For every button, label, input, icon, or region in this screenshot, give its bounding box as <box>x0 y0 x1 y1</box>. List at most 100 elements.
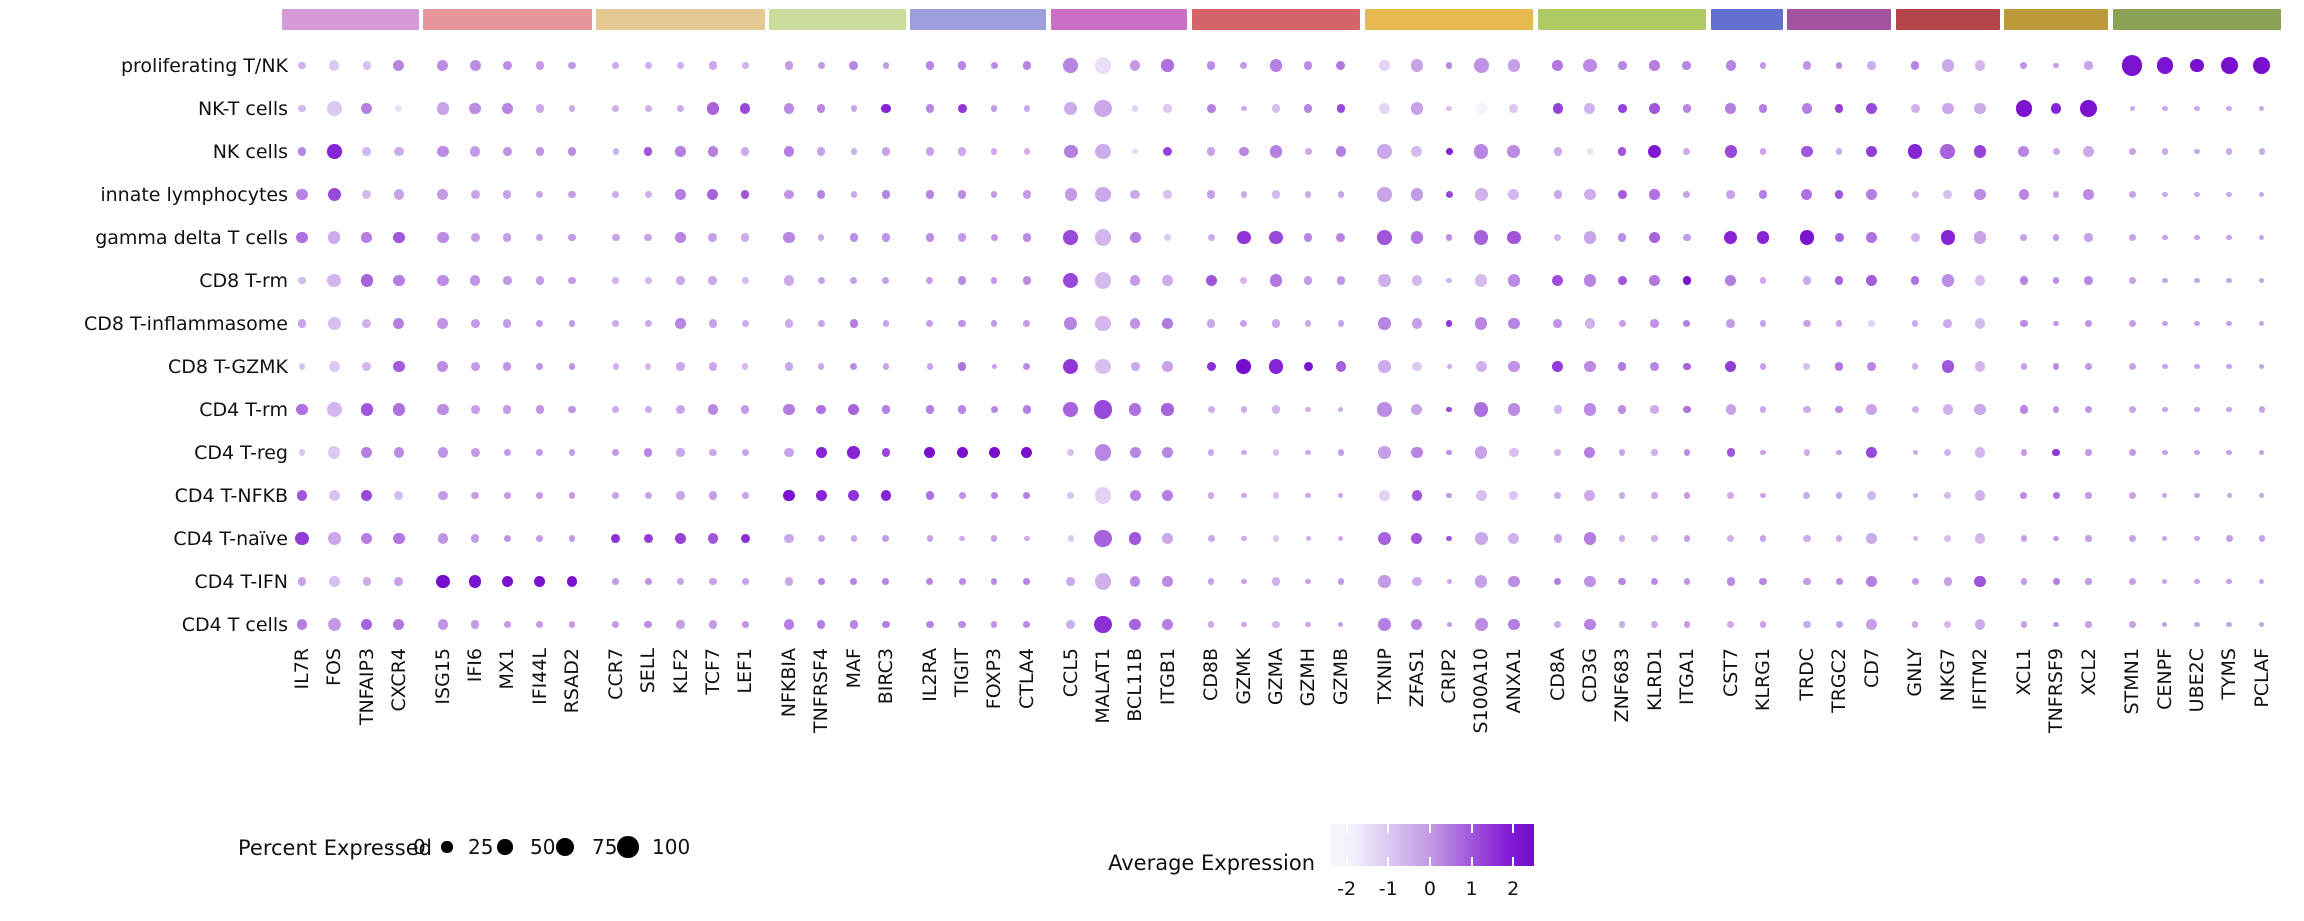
expression-dot <box>1411 490 1423 501</box>
expression-dot <box>361 102 373 115</box>
expression-dot <box>1683 492 1690 499</box>
expression-dot <box>2258 492 2265 499</box>
expression-dot <box>1129 618 1142 631</box>
expression-dot <box>1094 573 1112 590</box>
expression-dot <box>1759 148 1767 155</box>
expression-dot <box>2084 61 2093 70</box>
expression-dot <box>1305 191 1312 198</box>
expression-dot <box>393 317 405 330</box>
expression-dot <box>2226 363 2233 370</box>
expression-dot <box>470 190 480 199</box>
expression-dot <box>1619 535 1626 542</box>
expression-dot <box>1022 61 1031 70</box>
expression-dot <box>1206 104 1216 113</box>
expression-dot <box>2226 621 2233 628</box>
expression-dot <box>881 190 890 199</box>
gene-label: CD8B <box>1200 648 1223 702</box>
expression-dot <box>1162 318 1173 329</box>
expression-dot <box>707 188 719 201</box>
expression-dot <box>1062 272 1079 289</box>
expression-dot <box>1410 102 1423 115</box>
expression-dot <box>1129 403 1142 416</box>
expression-dot <box>568 535 576 542</box>
expression-dot <box>1647 144 1662 159</box>
expression-dot <box>1336 276 1345 285</box>
expression-dot <box>1023 621 1031 628</box>
expression-dot <box>1446 105 1452 112</box>
expression-dot <box>1377 402 1392 417</box>
expression-dot <box>676 448 685 457</box>
cell-type-label: CD4 T-IFN <box>194 570 289 593</box>
expression-dot <box>536 449 544 456</box>
expression-dot <box>1507 403 1520 416</box>
expression-dot <box>1582 58 1597 73</box>
expression-dot <box>708 276 718 285</box>
expression-dot <box>991 191 998 198</box>
percent-legend-dot <box>617 836 639 858</box>
expression-dot <box>298 449 306 456</box>
gene-label: TRGC2 <box>1828 648 1851 713</box>
expression-dot <box>882 363 889 370</box>
expression-dot <box>1207 234 1215 241</box>
expression-dot <box>1022 405 1031 414</box>
expression-dot <box>1683 535 1690 542</box>
expression-dot <box>1445 148 1453 155</box>
expression-dot <box>394 146 404 157</box>
expression-dot <box>2020 492 2028 499</box>
expression-dot <box>1724 230 1738 244</box>
cell-type-label: CD4 T-rm <box>199 398 288 421</box>
expression-dot <box>1683 191 1691 198</box>
expression-dot <box>436 231 449 244</box>
gene-label: FOS <box>323 648 346 686</box>
expression-dot <box>849 362 858 371</box>
gene-label: CXCR4 <box>387 648 410 712</box>
expression-dot <box>817 577 826 586</box>
colorbar-tick-label: -2 <box>1337 878 1357 900</box>
expression-dot <box>612 105 620 112</box>
expression-dot <box>2258 234 2265 241</box>
expression-dot <box>1507 360 1520 373</box>
expression-dot <box>1304 104 1313 113</box>
expression-dot <box>437 360 449 373</box>
expression-dot <box>362 190 372 199</box>
cell-type-label: NK-T cells <box>197 97 288 120</box>
expression-dot <box>568 492 576 499</box>
expression-dot <box>503 405 512 414</box>
expression-dot <box>329 60 340 71</box>
expression-dot <box>1865 188 1878 201</box>
expression-dot <box>1475 360 1488 373</box>
expression-dot <box>990 492 998 499</box>
expression-dot <box>2018 145 2030 158</box>
expression-dot <box>2128 578 2136 585</box>
expression-dot <box>708 362 717 371</box>
gene-label: KLRD1 <box>1643 648 1666 711</box>
expression-dot <box>1094 487 1112 504</box>
expression-dot <box>644 406 652 413</box>
expression-dot <box>644 233 652 242</box>
expression-dot <box>1650 577 1659 586</box>
expression-dot <box>328 489 340 502</box>
cell-type-label: proliferating T/NK <box>120 54 288 77</box>
expression-dot <box>612 449 620 456</box>
expression-dot <box>1095 143 1111 160</box>
expression-dot <box>1759 406 1767 413</box>
expression-dot <box>436 403 449 416</box>
expression-dot <box>2194 406 2200 413</box>
cell-type-label: CD8 T-GZMK <box>167 355 288 378</box>
expression-dot <box>1446 449 1452 456</box>
expression-dot <box>2226 234 2233 241</box>
expression-dot <box>297 319 307 328</box>
expression-dot <box>470 448 480 457</box>
expression-dot <box>1683 621 1690 628</box>
expression-dot <box>2161 406 2168 413</box>
expression-dot <box>1552 103 1563 114</box>
expression-dot <box>783 403 795 416</box>
expression-dot <box>1583 403 1596 416</box>
expression-dot <box>741 405 750 414</box>
expression-dot <box>1335 361 1346 372</box>
expression-dot <box>470 146 481 157</box>
expression-dot <box>643 534 653 543</box>
expression-dot <box>612 492 620 499</box>
expression-dot <box>1065 619 1076 630</box>
expression-dot <box>1651 621 1658 628</box>
